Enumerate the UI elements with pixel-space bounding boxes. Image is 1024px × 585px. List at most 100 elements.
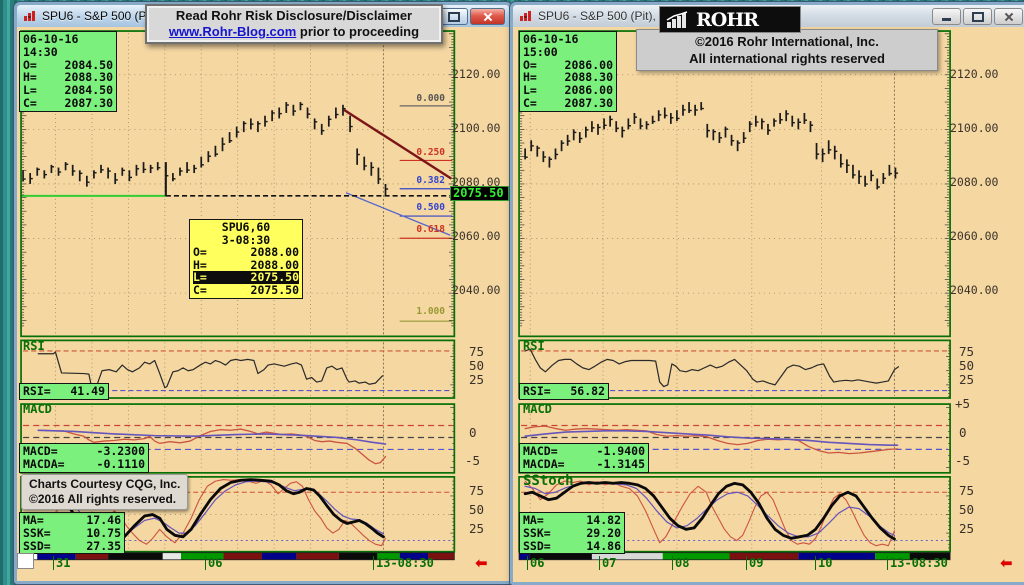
price-axis-label: 2080.00 xyxy=(452,175,501,189)
scroll-left-arrow-icon[interactable]: ⬅ xyxy=(1000,554,1013,572)
minimize-icon xyxy=(942,18,951,21)
timeline-label: 13-08:30 xyxy=(887,556,948,570)
fib-retracement-lines xyxy=(399,105,453,322)
cqg-line1: Charts Courtesy CQG, Inc. xyxy=(29,477,181,491)
timeline-label: 31 xyxy=(53,556,70,570)
rohr-logo: ROHR xyxy=(659,6,801,33)
macd-pane-label: MACD xyxy=(23,402,52,416)
info-high: H= 2088.30 xyxy=(23,70,113,85)
sstoch-value-box: MA= 17.46 SSK= 10.75 SSD= 27.35 xyxy=(19,512,125,555)
chart-canvas-60min xyxy=(20,30,458,561)
timeline-label: 13-08:30 xyxy=(373,556,434,570)
stoch-scale-50: 50 xyxy=(469,502,485,517)
macd-scale-neg5: -5 xyxy=(955,453,971,468)
price-axis-label: 2040.00 xyxy=(950,283,999,297)
macd-value-box: MACD= -1.9400 MACDA= -1.3145 xyxy=(519,443,649,473)
timeline-label: 06 xyxy=(205,556,222,570)
info-high: H= 2088.30 xyxy=(523,70,613,85)
stoch-scale-50: 50 xyxy=(959,502,975,517)
macd-scale-0: 0 xyxy=(469,425,477,440)
restore-button[interactable] xyxy=(963,8,992,25)
minimize-button[interactable] xyxy=(932,8,961,25)
bar-tooltip-box: SPU6,60 3-08:30 O= 2088.00 H= 2088.00 L= 20… xyxy=(189,219,303,299)
info-close: C= 2087.30 xyxy=(523,95,613,110)
stoch-scale-25: 25 xyxy=(469,521,485,536)
price-bars xyxy=(524,102,899,190)
ohlc-info-box: 06-10-16 14:30 O= 2084.50 H= 2088.30 L= 208… xyxy=(19,31,117,112)
disclaimer-line1: Read Rohr Risk Disclosure/Disclaimer xyxy=(175,8,413,23)
price-axis-label: 2080.00 xyxy=(950,175,999,189)
chart-window-60min[interactable]: SPU6 - S&P 500 (Pit), Sep 16, 60 Min Rea… xyxy=(14,2,512,584)
chart-content-60min[interactable]: 06-10-16 14:30 O= 2084.50 H= 2088.30 L= 208… xyxy=(17,27,509,581)
rohr-logo-chart-icon xyxy=(666,10,688,28)
chart-canvas-30min xyxy=(518,30,951,561)
cqg-credit-box: Charts Courtesy CQG, Inc. ©2016 All righ… xyxy=(21,474,189,510)
rsi-pane-label: RSI xyxy=(23,339,45,353)
rohr-blog-link[interactable]: www.Rohr-Blog.com xyxy=(168,24,297,39)
info-low: L= 2086.00 xyxy=(523,83,613,98)
restore-button[interactable] xyxy=(439,8,468,25)
price-axis-label: 2100.00 xyxy=(452,121,501,135)
price-axis-label: 2120.00 xyxy=(452,67,501,81)
price-ruler-ticks xyxy=(21,33,454,549)
tooltip-low: L= 2075.50 xyxy=(193,270,299,285)
timeline-label: 06 xyxy=(527,556,544,570)
info-close: C= 2087.30 xyxy=(23,95,113,110)
macd-scale-0: 0 xyxy=(959,425,967,440)
rsi-pane xyxy=(23,350,453,392)
sstoch-value-box: MA= 14.82 SSK= 29.20 SSD= 14.86 xyxy=(519,512,625,555)
close-button[interactable] xyxy=(994,8,1023,25)
restore-icon xyxy=(447,11,460,22)
chart-content-30min[interactable]: ©2016 Rohr International, Inc. All inter… xyxy=(513,27,1024,582)
tooltip-close: C= 2075.50 xyxy=(193,282,299,297)
stoch-scale-25: 25 xyxy=(959,521,975,536)
price-bars xyxy=(22,102,389,197)
scroll-left-arrow-icon[interactable]: ⬅ xyxy=(475,554,488,572)
stoch-scale-75: 75 xyxy=(469,483,485,498)
rsi-value-box: RSI= 41.49 xyxy=(19,383,109,400)
macd-scale-pos5: +5 xyxy=(955,396,971,411)
info-date: 06-10-16 xyxy=(23,32,79,46)
macd-pane-label: MACD xyxy=(523,402,552,416)
session-bar xyxy=(20,552,455,561)
info-time: 15:00 xyxy=(523,44,558,59)
fib-label-500: 0.500 xyxy=(416,202,445,213)
copyright-line1: ©2016 Rohr International, Inc. xyxy=(695,34,879,49)
rohr-logo-text: ROHR xyxy=(696,8,759,31)
fib-label-250: 0.250 xyxy=(416,147,445,158)
rsi-pane-label: RSI xyxy=(523,339,545,353)
macd-pane xyxy=(23,424,453,465)
price-axis-label: 2040.00 xyxy=(452,283,501,297)
timeline-label: 09 xyxy=(746,556,763,570)
copyright-line2: All international rights reserved xyxy=(689,51,885,66)
fib-label-382: 0.382 xyxy=(416,175,445,186)
macd-scale-neg5: -5 xyxy=(465,453,481,468)
rsi-pane xyxy=(521,348,949,392)
close-button[interactable] xyxy=(470,8,505,25)
current-price-badge: 2075.50 xyxy=(450,186,509,201)
restore-icon xyxy=(971,11,984,22)
tooltip-time: 3-08:30 xyxy=(221,232,271,247)
rsi-scale-75: 75 xyxy=(959,344,975,359)
rsi-scale-75: 75 xyxy=(469,344,485,359)
timeline-label: 07 xyxy=(599,556,616,570)
info-low: L= 2084.50 xyxy=(23,83,113,98)
macd-value-box: MACD= -3.2300 MACDA= -0.1110 xyxy=(19,443,149,473)
price-axis-label: 2060.00 xyxy=(452,229,501,243)
trend-lines xyxy=(343,108,452,236)
cqg-line2: ©2016 All rights reserved. xyxy=(29,492,177,506)
close-icon xyxy=(483,12,492,21)
rsi-value-box: RSI= 56.82 xyxy=(519,383,609,400)
disclaimer-line2-rest: prior to proceeding xyxy=(296,24,420,39)
chart-window-30min[interactable]: SPU6 - S&P 500 (Pit), Sep 16, 30 Min ROH… xyxy=(510,2,1024,585)
cqg-chart-icon xyxy=(519,10,533,22)
info-time: 14:30 xyxy=(23,44,58,59)
fib-label-618: 0.618 xyxy=(416,224,445,235)
rsi-scale-25: 25 xyxy=(469,372,485,387)
fib-label-0: 0.000 xyxy=(416,93,445,104)
sstoch-pane-label: SStoch xyxy=(523,473,574,489)
scroll-home-box[interactable] xyxy=(17,553,34,569)
risk-disclaimer-banner: Read Rohr Risk Disclosure/Disclaimer www… xyxy=(145,4,443,44)
info-date: 06-10-16 xyxy=(523,32,579,46)
tooltip-open: O= 2088.00 xyxy=(193,245,299,260)
